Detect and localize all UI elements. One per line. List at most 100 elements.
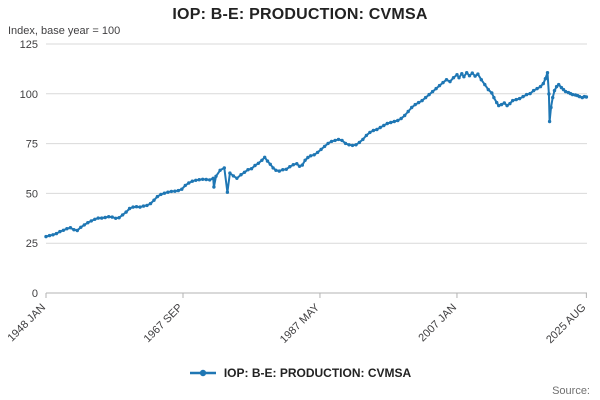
series-point: [124, 210, 128, 214]
series-point: [295, 162, 299, 166]
series-point: [448, 79, 452, 84]
series-point: [511, 98, 515, 103]
series-point: [246, 168, 250, 172]
series-point: [86, 221, 90, 225]
series-point: [242, 170, 247, 174]
series-point: [434, 86, 438, 91]
x-tick-label: 1967 SEP: [142, 302, 186, 346]
series-point: [225, 190, 230, 194]
series-point: [197, 178, 201, 182]
series-point: [47, 233, 52, 238]
series-point: [277, 169, 281, 173]
series-point: [300, 163, 304, 167]
series-point: [187, 181, 191, 185]
series-point: [392, 119, 396, 124]
series-point: [211, 176, 215, 180]
series-point: [208, 178, 212, 182]
series-point: [528, 91, 532, 96]
series-point: [315, 150, 320, 155]
series-point: [127, 206, 132, 211]
y-tick-label: 125: [20, 39, 38, 51]
series-point: [284, 167, 288, 171]
series-point: [93, 217, 97, 221]
series-point: [473, 74, 477, 78]
series-point: [437, 83, 442, 88]
series-point: [490, 91, 494, 95]
series-point: [399, 116, 403, 121]
legend-label: IOP: B-E: PRODUCTION: CVMSA: [223, 366, 412, 380]
series-point: [190, 179, 194, 183]
series-point: [547, 119, 552, 124]
series-point: [336, 137, 341, 142]
series-point: [138, 205, 142, 209]
series-point: [319, 147, 323, 152]
series-point: [406, 109, 410, 114]
series-point: [410, 105, 414, 110]
series-point: [403, 113, 407, 118]
series-point: [357, 140, 362, 145]
series-point: [577, 94, 582, 99]
series-line: [45, 71, 588, 238]
series-point: [180, 187, 184, 191]
series-point: [239, 173, 243, 177]
series-point: [212, 185, 216, 189]
series-point: [389, 120, 393, 125]
legend-dot-icon: [199, 369, 207, 377]
series-point: [543, 77, 548, 81]
x-tick-label: 1948 JAN: [5, 302, 48, 345]
series-point: [89, 219, 94, 223]
series-point: [58, 229, 62, 234]
series-point: [521, 94, 525, 99]
series-point: [249, 167, 254, 171]
series-point: [235, 176, 239, 180]
series-point: [79, 225, 83, 229]
series-point: [495, 100, 499, 105]
series-point: [159, 192, 163, 197]
series-point: [552, 88, 557, 93]
series-point: [131, 205, 135, 209]
series-point: [265, 159, 270, 163]
legend-swatch: [189, 369, 216, 377]
legend-item[interactable]: IOP: B-E: PRODUCTION: CVMSA: [0, 366, 600, 380]
series-point: [110, 215, 114, 219]
series-point: [499, 102, 504, 107]
series-point: [416, 100, 421, 105]
x-tick-label: 2007 JAN: [416, 302, 459, 345]
series-point: [201, 177, 205, 181]
series-point: [107, 215, 111, 219]
series-point: [152, 198, 156, 202]
series-point: [271, 166, 275, 170]
series-point: [44, 234, 48, 239]
series-point: [378, 125, 382, 130]
series-point: [476, 72, 480, 76]
series-point: [61, 228, 66, 232]
series-point: [549, 105, 553, 110]
series-point: [54, 231, 59, 236]
series-point: [141, 204, 146, 208]
series-point: [329, 139, 334, 144]
series-point: [297, 164, 302, 168]
series-point: [120, 213, 125, 217]
series-point: [535, 86, 539, 91]
series-point: [423, 95, 428, 100]
series-point: [502, 101, 506, 105]
series-point: [72, 228, 76, 232]
y-tick-label: 0: [32, 288, 38, 300]
series-point: [563, 89, 568, 94]
series-point: [176, 188, 180, 193]
series-point: [134, 205, 139, 209]
series-point: [162, 191, 167, 195]
series-point: [82, 223, 87, 227]
series-point: [214, 174, 218, 178]
series-point: [218, 168, 222, 172]
series-point: [145, 203, 149, 208]
y-axis-unit-note: Index, base year = 100: [8, 25, 121, 37]
series-point: [420, 98, 424, 103]
series-point: [260, 158, 264, 162]
series-point: [364, 133, 369, 138]
series-point: [479, 78, 483, 82]
series-point: [361, 137, 365, 142]
series-point: [545, 71, 550, 75]
